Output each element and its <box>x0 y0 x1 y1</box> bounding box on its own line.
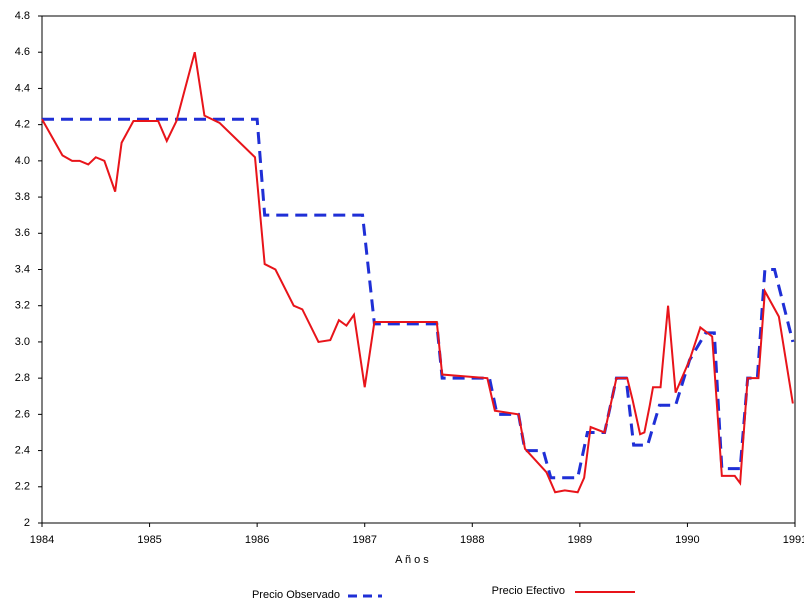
plot-frame <box>41 15 796 524</box>
series-line <box>41 51 794 494</box>
y-tick-label: 2.6 <box>15 408 30 420</box>
y-tick-label: 2 <box>24 517 30 529</box>
legend-label: Precio Efectivo <box>492 585 565 597</box>
y-tick-label: 3.8 <box>15 191 30 203</box>
y-tick-label: 4.6 <box>15 46 30 58</box>
y-tick-label: 4.0 <box>15 155 30 167</box>
y-tick-label: 4.4 <box>15 82 30 94</box>
y-tick-label: 2.8 <box>15 372 30 384</box>
y-tick-label: 2.2 <box>15 481 30 493</box>
y-tick-label: 2.4 <box>15 444 30 456</box>
y-tick-label: 4.2 <box>15 119 30 131</box>
x-tick-label: 1986 <box>245 534 269 546</box>
legend-label: Precio Observado <box>252 589 340 601</box>
x-tick-label: 1984 <box>30 534 54 546</box>
y-tick-label: 3.0 <box>15 336 30 348</box>
x-tick-label: 1989 <box>568 534 592 546</box>
x-tick-label: 1987 <box>352 534 376 546</box>
x-tick-label: 1988 <box>460 534 484 546</box>
x-tick-label: 1991 <box>783 534 804 546</box>
y-tick-label: 3.6 <box>15 227 30 239</box>
x-tick-label: 1990 <box>675 534 699 546</box>
y-tick-label: 3.2 <box>15 300 30 312</box>
y-tick-label: 3.4 <box>15 263 30 275</box>
series-line <box>42 117 795 480</box>
x-tick-label: 1985 <box>137 534 161 546</box>
y-tick-label: 4.8 <box>15 10 30 22</box>
x-axis-title: A ñ o s <box>395 554 429 566</box>
